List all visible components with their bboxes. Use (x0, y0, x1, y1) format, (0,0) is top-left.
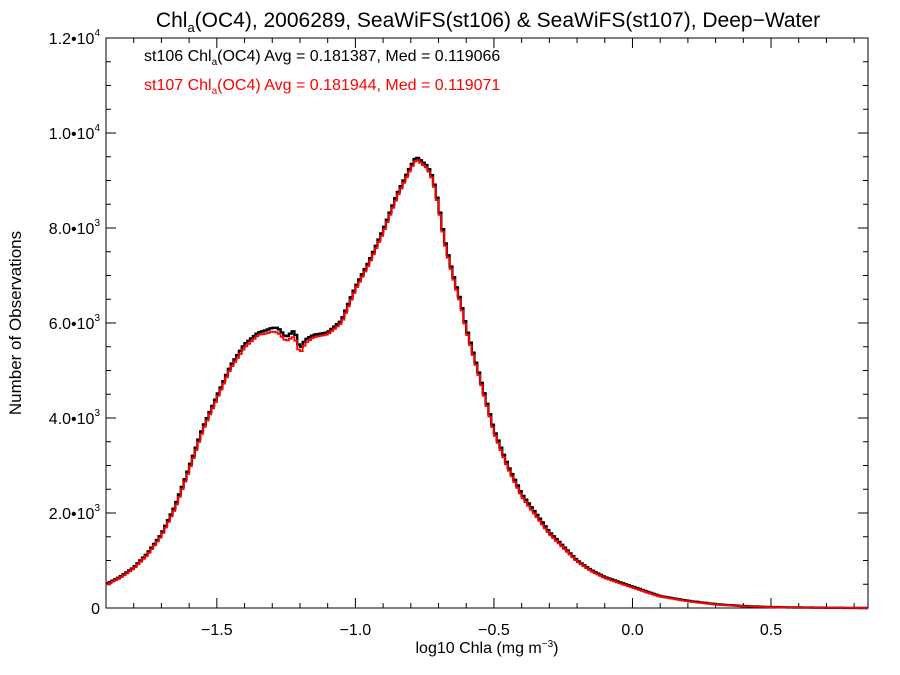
x-tick-label: −1.5 (201, 622, 233, 639)
x-axis-label: log10 Chla (mg m−3) (415, 639, 558, 657)
x-tick-label: −1.0 (340, 622, 372, 639)
y-tick-label-mantissa: 2.0•10 (49, 506, 95, 523)
y-tick-label-exponent: 3 (94, 408, 100, 419)
y-tick-label-exponent: 4 (94, 28, 100, 39)
series-layer (106, 156, 868, 610)
y-tick-label: 2.0•103 (49, 503, 101, 523)
y-tick-label: 1.2•104 (49, 28, 101, 48)
x-axis-label-pre: log10 Chla (mg m (415, 640, 541, 657)
y-axis: 02.0•1034.0•1036.0•1038.0•1031.0•1041.2•… (49, 28, 868, 618)
chart-title-pre: Chl (156, 9, 188, 32)
y-tick-label-exponent: 3 (94, 313, 100, 324)
annotation-st107-post: (OC4) Avg = 0.181944, Med = 0.119071 (217, 77, 500, 94)
y-tick-label: 6.0•103 (49, 313, 101, 333)
x-tick-label: 0.0 (621, 622, 643, 639)
chart-title: Chla(OC4), 2006289, SeaWiFS(st106) & Sea… (156, 9, 820, 35)
annotation-st107-sub: a (212, 86, 218, 97)
plot-frame (105, 37, 869, 609)
annotation-st106-sub: a (212, 57, 218, 68)
x-axis: −1.5 −1.0 −0.5 0.0 0.5 (105, 38, 855, 639)
y-tick-label-mantissa: 8.0•10 (49, 221, 95, 238)
y-tick-label-mantissa: 6.0•10 (49, 316, 95, 333)
y-tick-label-exponent: 4 (94, 123, 100, 134)
y-tick-label: 8.0•103 (49, 218, 101, 238)
y-tick-label-mantissa: 1.0•10 (49, 126, 95, 143)
y-axis-label: Number of Observations (6, 231, 25, 415)
y-tick-label-exponent: 3 (94, 218, 100, 229)
y-tick-label: 1.0•104 (49, 123, 101, 143)
annotation-st106-post: (OC4) Avg = 0.181387, Med = 0.119066 (217, 48, 500, 65)
series-st107-histogram (106, 159, 868, 609)
x-tick-label: 0.5 (760, 622, 782, 639)
x-axis-label-post: ) (553, 640, 558, 657)
y-tick-label-mantissa: 1.2•10 (49, 31, 95, 48)
series-st106-histogram (106, 156, 868, 610)
chart-title-sub: a (187, 20, 195, 35)
annotation-st107-pre: st107 Chl (144, 77, 212, 94)
x-tick-label: −0.5 (478, 622, 510, 639)
y-tick-label-mantissa: 4.0•10 (49, 411, 95, 428)
annotation-st106-pre: st106 Chl (144, 48, 212, 65)
annotation-st106: st106 Chla(OC4) Avg = 0.181387, Med = 0.… (144, 48, 500, 68)
y-tick-label-exponent: 3 (94, 503, 100, 514)
annotation-st107: st107 Chla(OC4) Avg = 0.181944, Med = 0.… (144, 77, 500, 97)
y-tick-label: 0 (91, 601, 100, 618)
y-tick-label: 4.0•103 (49, 408, 101, 428)
y-tick-label-mantissa: 0 (91, 601, 100, 618)
x-axis-label-sup: −3 (542, 639, 554, 650)
chart-title-post: (OC4), 2006289, SeaWiFS(st106) & SeaWiFS… (195, 9, 820, 32)
